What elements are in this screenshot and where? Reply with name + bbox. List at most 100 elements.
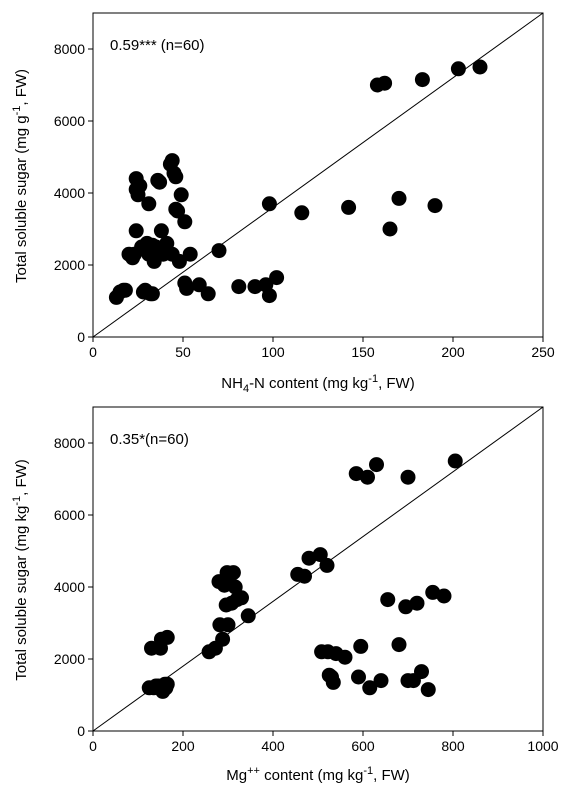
annotation-n: (n=60) bbox=[145, 431, 189, 448]
x-tick-label: 1000 bbox=[527, 738, 558, 754]
data-point bbox=[152, 174, 168, 190]
data-point bbox=[294, 205, 310, 221]
data-point bbox=[382, 221, 398, 237]
y-tick-label: 8000 bbox=[54, 435, 85, 451]
x-tick-label: 150 bbox=[351, 344, 375, 360]
x-tick-label: 200 bbox=[171, 738, 195, 754]
data-point bbox=[337, 649, 353, 665]
axis-ticks: 0 50 100 150 200 250 0 2000 4000 6000 8000 bbox=[54, 41, 555, 360]
y-tick-label: 2000 bbox=[54, 651, 85, 667]
data-point bbox=[128, 223, 144, 239]
data-point bbox=[171, 253, 187, 269]
data-point bbox=[360, 469, 375, 485]
chart-annotation: 0.59*** (n=60) bbox=[110, 37, 205, 54]
data-point bbox=[173, 187, 189, 203]
data-point bbox=[182, 246, 198, 262]
x-tick-label: 100 bbox=[261, 344, 285, 360]
data-point bbox=[144, 286, 160, 302]
data-point bbox=[211, 243, 227, 259]
data-point bbox=[420, 682, 436, 698]
data-points bbox=[141, 453, 463, 699]
data-point bbox=[400, 469, 416, 485]
data-point bbox=[261, 288, 277, 304]
data-point bbox=[436, 588, 452, 604]
y-tick-label: 0 bbox=[77, 329, 85, 345]
x-tick-label: 200 bbox=[441, 344, 465, 360]
data-point bbox=[261, 196, 277, 212]
data-point bbox=[414, 664, 429, 680]
data-point bbox=[159, 629, 175, 645]
data-point bbox=[472, 59, 488, 75]
plot-frame bbox=[92, 12, 544, 338]
data-point bbox=[220, 617, 236, 633]
chart-annotation: 0.35*(n=60) bbox=[110, 431, 189, 448]
reference-line bbox=[92, 12, 544, 338]
data-point bbox=[391, 190, 407, 206]
data-point bbox=[398, 599, 414, 615]
x-tick-label: 0 bbox=[89, 344, 97, 360]
data-point bbox=[450, 61, 466, 77]
chart-panel-bottom: 0 200 400 600 800 1000 0 2000 4000 6000 8000 0.35*… bbox=[11, 406, 559, 784]
y-tick-label: 6000 bbox=[54, 113, 85, 129]
data-point bbox=[159, 676, 175, 692]
plot-frame bbox=[92, 406, 544, 732]
data-point bbox=[164, 153, 180, 169]
data-point bbox=[231, 279, 247, 295]
data-point bbox=[325, 674, 341, 690]
x-tick-label: 400 bbox=[261, 738, 285, 754]
data-point bbox=[301, 550, 317, 566]
data-point bbox=[240, 608, 256, 624]
reference-line-segment bbox=[92, 12, 544, 338]
annotation-n: (n=60) bbox=[161, 37, 205, 54]
x-tick-label: 50 bbox=[175, 344, 191, 360]
y-axis-title: Total soluble sugar (mg kg-1, FW) bbox=[11, 459, 30, 681]
x-tick-label: 250 bbox=[531, 344, 555, 360]
data-point bbox=[348, 466, 364, 482]
y-axis-title: Total soluble sugar (mg g-1, FW) bbox=[11, 69, 30, 283]
data-point bbox=[373, 673, 389, 689]
y-tick-label: 0 bbox=[77, 723, 85, 739]
data-point bbox=[341, 199, 357, 215]
data-point bbox=[414, 72, 430, 88]
data-point bbox=[200, 286, 216, 302]
data-point bbox=[409, 595, 425, 611]
data-points bbox=[108, 59, 488, 305]
x-tick-label: 800 bbox=[441, 738, 465, 754]
data-point bbox=[269, 270, 285, 286]
data-point bbox=[427, 198, 443, 214]
y-tick-label: 4000 bbox=[54, 579, 85, 595]
data-point bbox=[179, 280, 195, 296]
data-point bbox=[380, 592, 396, 608]
annotation-value: 0.35* bbox=[110, 431, 145, 448]
data-point bbox=[225, 565, 241, 581]
x-axis-title: NH4-N content (mg kg-1, FW) bbox=[221, 373, 414, 395]
data-point bbox=[168, 169, 184, 185]
data-point bbox=[170, 203, 186, 219]
data-point bbox=[297, 568, 312, 584]
y-tick-label: 2000 bbox=[54, 257, 85, 273]
data-point bbox=[234, 590, 249, 606]
data-point bbox=[319, 557, 335, 573]
data-point bbox=[141, 196, 157, 212]
data-point bbox=[117, 282, 133, 298]
data-point bbox=[132, 178, 148, 194]
y-tick-label: 4000 bbox=[54, 185, 85, 201]
data-point bbox=[353, 638, 369, 654]
data-point bbox=[153, 223, 169, 239]
axis-ticks: 0 200 400 600 800 1000 0 2000 4000 6000 8000 bbox=[54, 435, 559, 754]
data-point bbox=[369, 457, 384, 473]
data-point bbox=[351, 669, 366, 685]
y-tick-label: 6000 bbox=[54, 507, 85, 523]
data-point bbox=[177, 214, 193, 230]
data-point bbox=[391, 637, 407, 653]
data-point bbox=[425, 584, 441, 600]
x-tick-label: 0 bbox=[89, 738, 97, 754]
data-point bbox=[362, 680, 378, 696]
data-point bbox=[215, 631, 231, 647]
x-axis-title: Mg++ content (mg kg-1, FW) bbox=[226, 765, 410, 784]
data-point bbox=[312, 547, 328, 563]
data-point bbox=[447, 453, 463, 469]
x-tick-label: 600 bbox=[351, 738, 375, 754]
y-tick-label: 8000 bbox=[54, 41, 85, 57]
